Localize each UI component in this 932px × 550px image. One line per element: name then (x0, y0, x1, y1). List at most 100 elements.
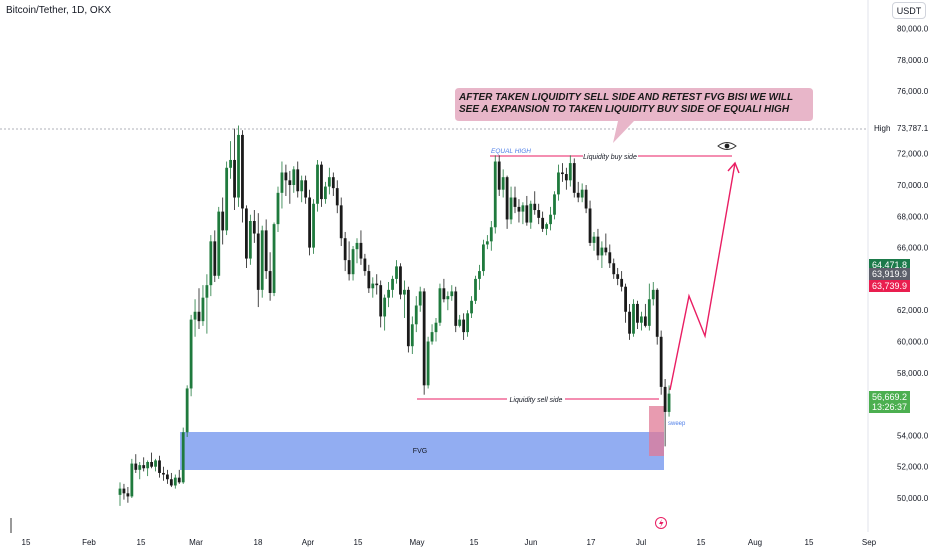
candle-body (564, 174, 568, 181)
callout-text: AFTER TAKEN LIQUIDITY SELL SIDE AND RETE… (459, 92, 793, 115)
candle-body (636, 303, 639, 323)
candle-body (422, 291, 426, 386)
candle-body (553, 194, 556, 215)
candle-body (339, 205, 343, 239)
time-tick-label: Jul (636, 538, 646, 547)
candle-body (434, 322, 438, 333)
symbol-title[interactable]: Bitcoin/Tether, 1D, OKX (6, 5, 112, 16)
candlestick-series (118, 125, 671, 506)
price-tick-label: 76,000.0 (897, 87, 929, 96)
time-axis[interactable]: 15 Feb 15 Mar 18 Apr 15 May 15 Jun 17 Jul 15 Aug 15 Sep (22, 538, 877, 547)
candle-body (505, 177, 509, 220)
candle-body (651, 289, 655, 300)
time-tick-label: 15 (805, 538, 814, 547)
candle-body (391, 278, 394, 290)
price-tick-label: 62,000.0 (897, 306, 929, 315)
candle-body (304, 180, 308, 198)
candle-body (189, 319, 193, 389)
candle-body (351, 249, 355, 275)
price-axis[interactable]: 80,000.0 78,000.0 76,000.0 72,000.0 70,000.0… (897, 25, 929, 504)
candle-body (229, 159, 232, 168)
candle-body (418, 291, 422, 306)
candle-body (213, 241, 217, 276)
candle-body (280, 172, 284, 193)
candle-body (217, 211, 221, 276)
candle-body (272, 224, 276, 293)
candle-body (667, 393, 671, 412)
candle-body (252, 220, 256, 234)
candle-body (616, 274, 620, 279)
high-label: High (874, 124, 890, 133)
candle-body (320, 164, 323, 200)
candle-body (256, 233, 260, 290)
time-tick-label: 15 (470, 538, 479, 547)
candle-body (458, 319, 462, 326)
candle-body (632, 303, 635, 334)
candle-body (624, 286, 627, 312)
candle-body (316, 164, 319, 204)
candle-body (331, 177, 335, 189)
candle-body (541, 217, 545, 229)
candle-body (233, 159, 236, 198)
candle-body (225, 167, 229, 231)
countdown-tag: 13:26:37 (869, 401, 911, 413)
candle-body (517, 206, 521, 212)
sweep-zone (649, 406, 664, 456)
candle-body (604, 247, 608, 253)
candle-body (557, 172, 560, 195)
price-tick-label: 78,000.0 (897, 56, 929, 65)
candle-body (446, 296, 450, 300)
candle-body (414, 305, 418, 325)
liq-sell-label-bg (507, 394, 565, 404)
candle-body (355, 242, 359, 250)
candle-body (284, 172, 288, 181)
candle-body (580, 189, 584, 198)
candle-body (608, 252, 612, 264)
candle-body (335, 188, 339, 206)
candle-body (655, 289, 659, 337)
candle-body (327, 177, 331, 187)
candle-body (237, 134, 240, 198)
candle-body (513, 197, 517, 207)
candle-body (150, 462, 153, 467)
price-tick-label: 68,000.0 (897, 212, 929, 221)
candle-body (181, 432, 185, 483)
candle-body (379, 285, 383, 317)
candle-body (395, 266, 398, 279)
candle-body (489, 227, 493, 242)
candle-body (659, 336, 663, 387)
liq-buy-label: Liquidity buy side (583, 154, 637, 161)
candle-body (462, 319, 466, 333)
candle-body (209, 241, 213, 286)
time-tick-label: Jun (525, 538, 538, 547)
candle-body (146, 462, 150, 469)
lightning-icon[interactable] (655, 517, 667, 529)
candle-body (497, 161, 501, 190)
candle-body (122, 488, 126, 494)
candle-body (158, 460, 161, 473)
candle-body (173, 477, 177, 486)
candle-body (154, 460, 157, 467)
candle-body (663, 386, 667, 412)
candle-body (493, 161, 497, 228)
time-tick-label: Sep (862, 538, 877, 547)
fvg-zone (180, 432, 664, 470)
candle-body (324, 186, 327, 200)
candle-body (572, 163, 576, 193)
currency-button[interactable]: USDT (892, 2, 926, 19)
candle-body (509, 197, 513, 220)
candle-body (130, 463, 134, 497)
candle-body (529, 203, 533, 223)
price-tick-label: 54,000.0 (897, 431, 929, 440)
candle-body (576, 192, 580, 198)
candle-body (142, 465, 146, 469)
eye-icon (717, 142, 737, 150)
equal-high-label: EQUAL HIGH (491, 148, 531, 155)
price-tick-label: 52,000.0 (897, 463, 929, 472)
time-tick-label: Feb (82, 538, 96, 547)
projection-path (669, 162, 736, 391)
candle-body (166, 474, 169, 480)
candle-body (521, 205, 525, 212)
candle-body (525, 205, 529, 223)
